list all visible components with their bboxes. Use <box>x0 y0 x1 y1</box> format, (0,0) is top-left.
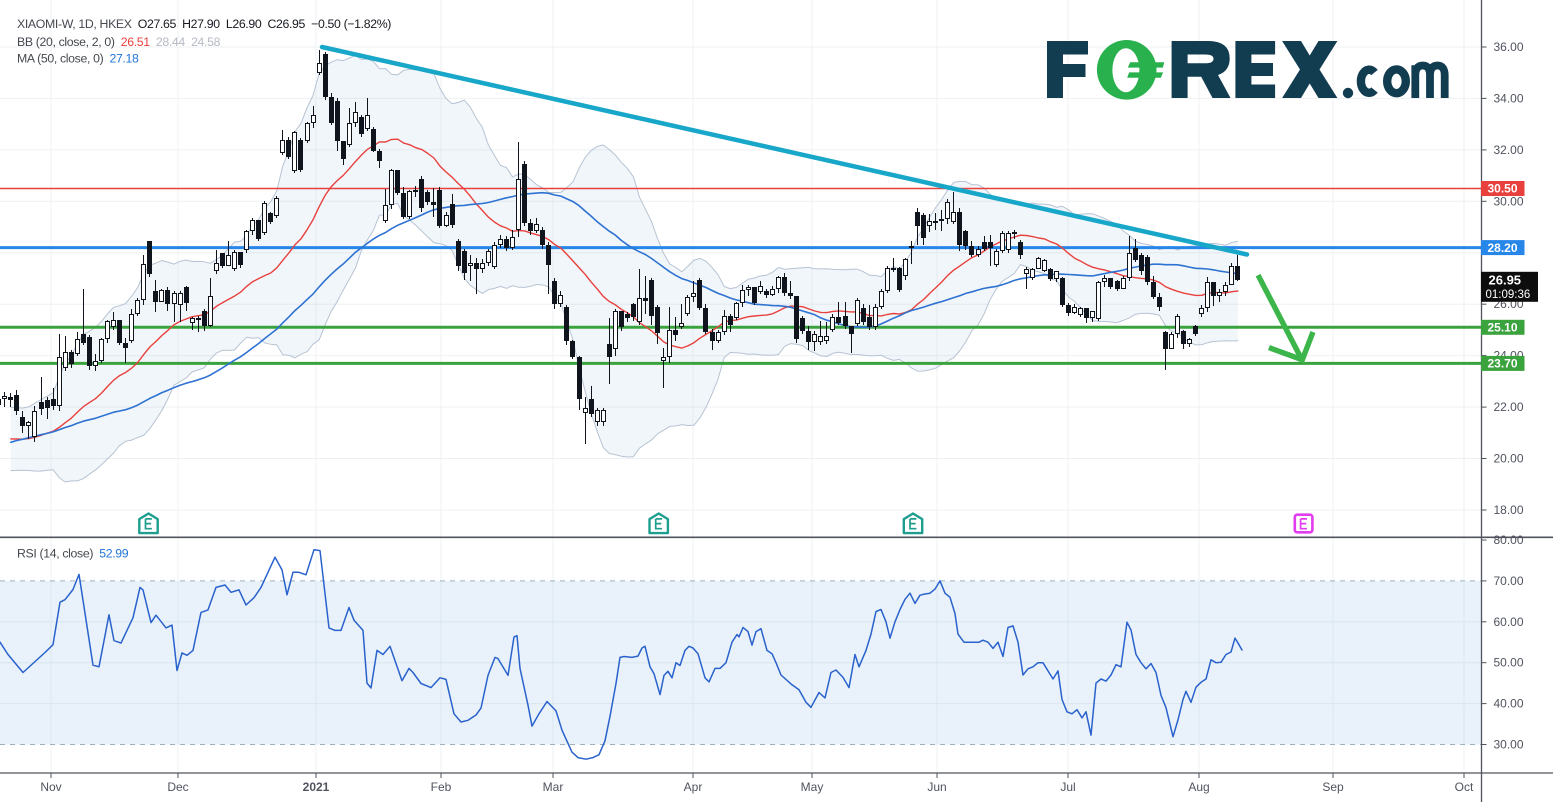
svg-text:34.00: 34.00 <box>1494 91 1524 105</box>
svg-text:Mar: Mar <box>543 780 564 794</box>
svg-text:70.00: 70.00 <box>1494 574 1524 588</box>
svg-text:23.70: 23.70 <box>1487 357 1517 371</box>
svg-text:20.00: 20.00 <box>1494 452 1524 466</box>
svg-text:32.00: 32.00 <box>1494 143 1524 157</box>
svg-text:May: May <box>801 780 824 794</box>
svg-text:Oct: Oct <box>1455 780 1474 794</box>
svg-text:MA (50, close, 0) 27.18: MA (50, close, 0) 27.18 <box>17 52 139 66</box>
svg-text:2021: 2021 <box>303 780 330 794</box>
svg-text:40.00: 40.00 <box>1494 697 1524 711</box>
svg-text:Apr: Apr <box>684 780 703 794</box>
svg-text:30.50: 30.50 <box>1487 182 1517 196</box>
svg-text:30.00: 30.00 <box>1494 738 1524 752</box>
svg-text:50.00: 50.00 <box>1494 656 1524 670</box>
svg-text:Nov: Nov <box>40 780 61 794</box>
svg-text:80.00: 80.00 <box>1494 533 1524 547</box>
svg-text:Jun: Jun <box>927 780 946 794</box>
svg-text:22.00: 22.00 <box>1494 400 1524 414</box>
svg-text:BB (20, close, 2, 0) 26.51 2: BB (20, close, 2, 0) 26.51 28.44 24.58 <box>17 35 221 49</box>
svg-text:25.10: 25.10 <box>1487 321 1517 335</box>
svg-text:Jul: Jul <box>1060 780 1075 794</box>
svg-text:01:09:36: 01:09:36 <box>1486 289 1531 301</box>
svg-text:Dec: Dec <box>167 780 188 794</box>
svg-text:RSI (14, close) 52.99: RSI (14, close) 52.99 <box>17 547 129 561</box>
svg-text:36.00: 36.00 <box>1494 40 1524 54</box>
svg-text:XIAOMI-W, 1D, HKEX O27.65 H2: XIAOMI-W, 1D, HKEX O27.65 H27.90 L26.90 … <box>17 17 391 31</box>
svg-text:30.00: 30.00 <box>1494 194 1524 208</box>
svg-text:Sep: Sep <box>1322 780 1344 794</box>
svg-text:26.95: 26.95 <box>1489 272 1522 287</box>
svg-text:Feb: Feb <box>431 780 452 794</box>
svg-text:28.20: 28.20 <box>1487 241 1517 255</box>
svg-text:60.00: 60.00 <box>1494 615 1524 629</box>
svg-text:18.00: 18.00 <box>1494 503 1524 517</box>
svg-text:Aug: Aug <box>1188 780 1209 794</box>
